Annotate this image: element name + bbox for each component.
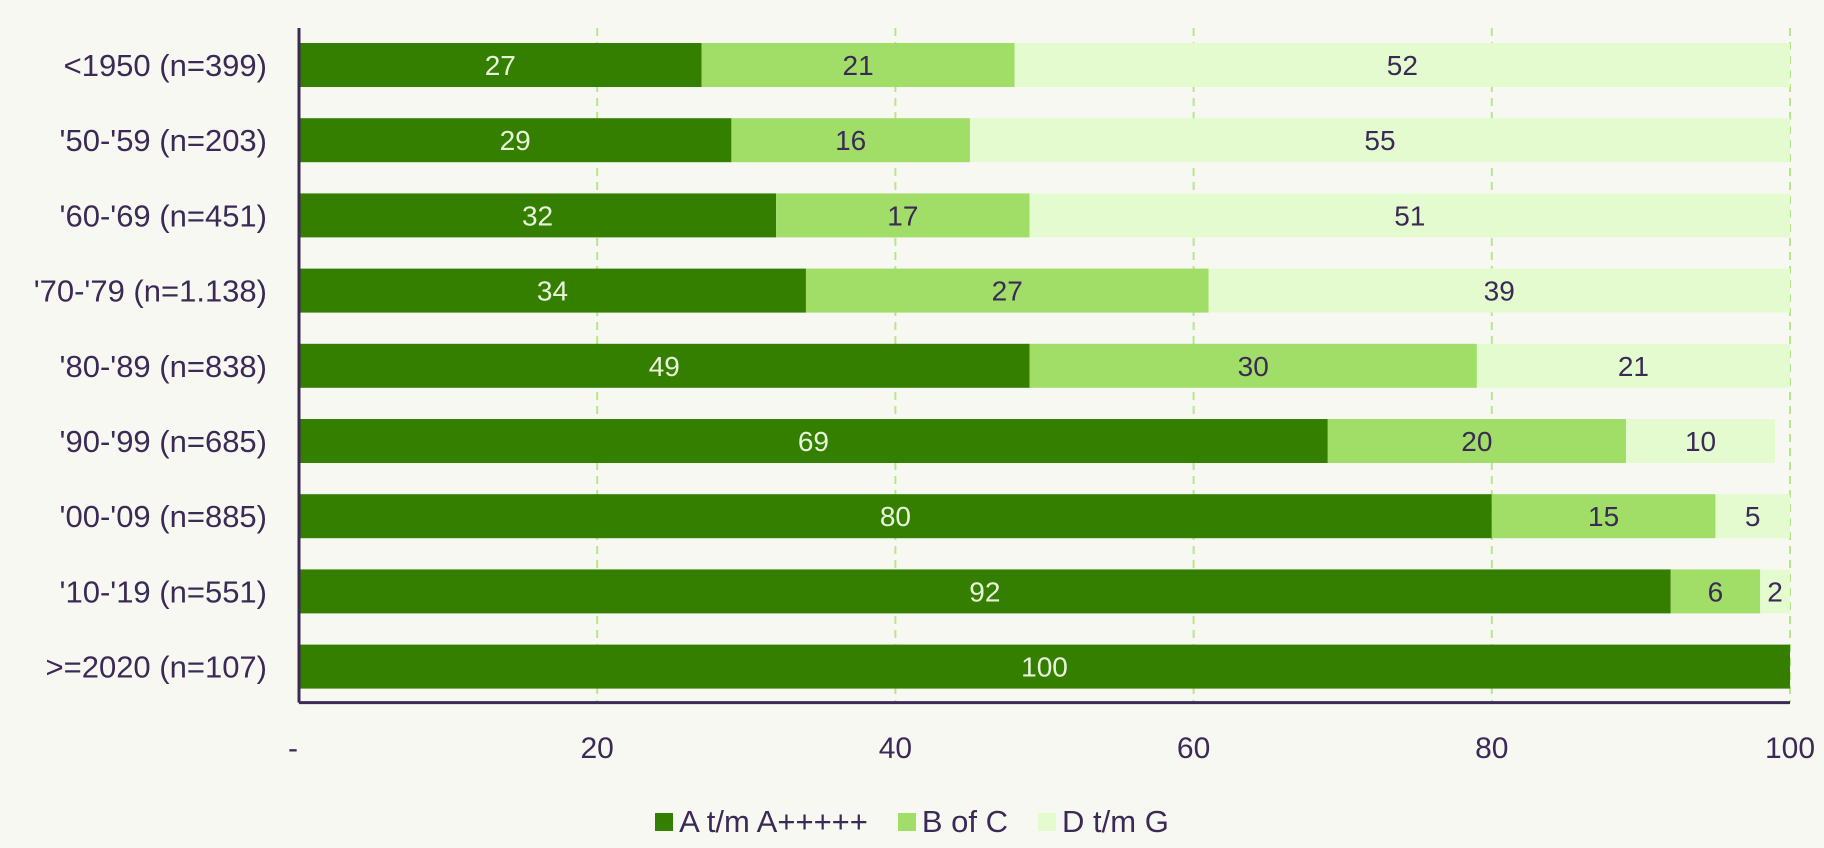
bar-segment: [299, 569, 1671, 614]
legend-label-d: D t/m G: [1062, 804, 1169, 839]
x-tick-label: 20: [581, 732, 614, 765]
bar-segment: [299, 343, 1030, 388]
x-tick-labels: - 20 40 60 80 100: [288, 732, 1815, 765]
category-label: '00-'09 (n=885): [60, 499, 267, 534]
bar-segment: [1208, 268, 1790, 313]
value-label: 55: [1364, 125, 1395, 156]
bar-segment: [1476, 343, 1790, 388]
value-label: 69: [798, 426, 829, 457]
bar-segment: [299, 494, 1492, 539]
category-label: '90-'99 (n=685): [60, 424, 267, 459]
bar-segment: [1760, 569, 1790, 614]
category-label: '50-'59 (n=203): [60, 123, 267, 158]
category-label: '60-'69 (n=451): [60, 198, 267, 233]
bar-segment: [776, 193, 1030, 238]
value-label: 49: [649, 351, 680, 382]
legend: A t/m A+++++ B of C D t/m G: [0, 802, 1824, 842]
bar-segment: [299, 268, 806, 313]
axes: [297, 28, 1790, 705]
bar-segment: [1715, 494, 1790, 539]
legend-item-a: A t/m A+++++: [655, 804, 868, 840]
value-label: 20: [1461, 426, 1492, 457]
value-label: 39: [1484, 276, 1515, 307]
bar-segment: [1029, 193, 1790, 238]
value-label: 16: [835, 125, 866, 156]
x-tick-label: 60: [1177, 732, 1210, 765]
value-label: 80: [880, 501, 911, 532]
bar-segment: [299, 118, 732, 163]
legend-label-b: B of C: [921, 804, 1009, 839]
bar-segment: [1491, 494, 1716, 539]
value-label: 34: [537, 276, 568, 307]
value-label: 52: [1387, 50, 1418, 81]
value-label: 92: [969, 576, 1000, 607]
value-label: 17: [887, 200, 918, 231]
legend-item-b: B of C: [897, 804, 1009, 840]
value-label: 15: [1588, 501, 1619, 532]
value-label: 5: [1745, 501, 1761, 532]
x-tick-label: -: [288, 732, 298, 765]
value-label: 21: [1618, 351, 1649, 382]
bar-segment: [969, 118, 1790, 163]
value-label: 21: [843, 50, 874, 81]
bar-segment: [731, 118, 970, 163]
value-label: 6: [1708, 576, 1724, 607]
category-labels: <1950 (n=399) '50-'59 (n=203) '60-'69 (n=4…: [34, 48, 267, 685]
value-label: 100: [1021, 652, 1068, 683]
x-tick-label: 40: [879, 732, 912, 765]
category-label: '70-'79 (n=1.138): [34, 274, 267, 309]
value-label: 10: [1685, 426, 1716, 457]
value-label: 2: [1767, 576, 1783, 607]
bar-segment: [299, 644, 1790, 689]
value-label: 30: [1238, 351, 1269, 382]
bar-segment: [1327, 419, 1626, 463]
bar-segment: [1014, 43, 1790, 87]
bar-segment: [1670, 569, 1761, 614]
bar-segment: [1625, 419, 1776, 463]
legend-swatch-b: [897, 813, 916, 831]
value-label: 32: [522, 200, 553, 231]
category-label: <1950 (n=399): [64, 48, 267, 83]
x-tick-label: 100: [1765, 732, 1815, 765]
value-label: 27: [485, 50, 516, 81]
value-label: 27: [992, 276, 1023, 307]
bar-segment: [299, 43, 702, 87]
value-label: 51: [1394, 200, 1425, 231]
bar-segment: [701, 43, 1015, 87]
value-label: 29: [500, 125, 531, 156]
bar-segment: [805, 268, 1209, 313]
legend-swatch-d: [1038, 813, 1057, 831]
bar-segment: [299, 419, 1328, 463]
category-label: '10-'19 (n=551): [60, 574, 267, 609]
category-label: '80-'89 (n=838): [60, 349, 267, 384]
bar-segment: [1029, 343, 1477, 388]
x-tick-label: 80: [1475, 732, 1508, 765]
bar-segment: [299, 193, 777, 238]
category-label: >=2020 (n=107): [46, 650, 268, 685]
legend-swatch-a: [655, 813, 674, 831]
legend-item-d: D t/m G: [1038, 804, 1169, 840]
legend-label-a: A t/m A+++++: [679, 804, 868, 839]
